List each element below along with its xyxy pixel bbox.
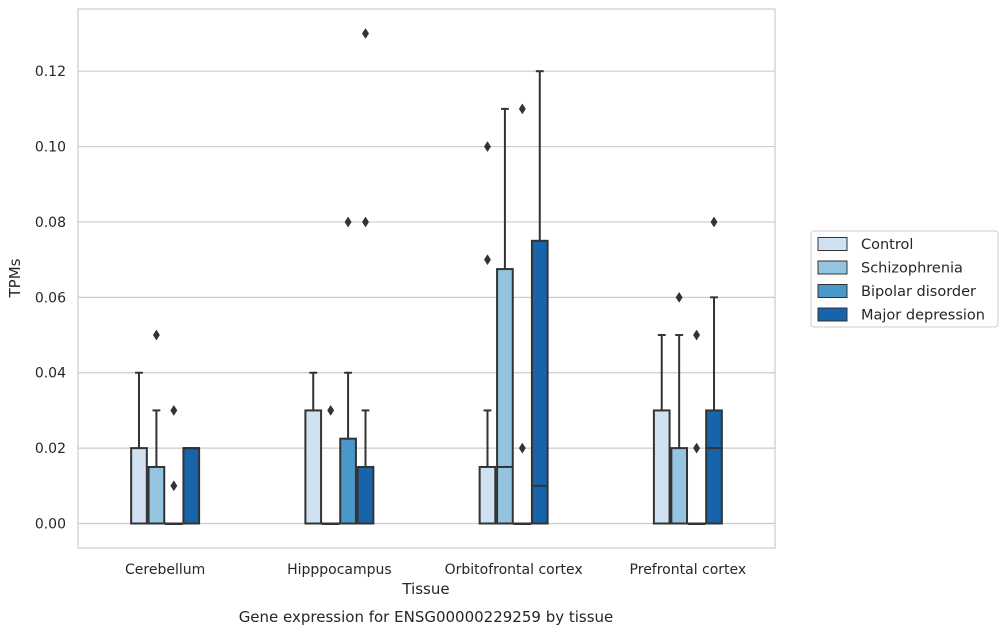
box-0-2 <box>478 141 497 525</box>
outlier-point <box>327 404 335 416</box>
legend-label: Bipolar disorder <box>861 284 976 300</box>
y-tick-labels: 0.00 0.02 0.04 0.06 0.08 0.10 0.12 <box>35 64 66 532</box>
box-0-1 <box>304 371 323 525</box>
outlier-point <box>483 254 491 266</box>
y-tick-label: 0.12 <box>35 64 66 80</box>
outlier-point <box>518 103 526 115</box>
x-tick-label: Prefrontal cortex <box>630 562 747 578</box>
box-2-2 <box>513 103 532 525</box>
box-0-3 <box>652 334 671 525</box>
outlier-point <box>675 291 683 303</box>
box-body <box>304 409 323 525</box>
legend-label: Major depression <box>861 308 985 324</box>
box-2-1 <box>339 216 357 525</box>
plot-frame <box>77 8 776 549</box>
y-tick-label: 0.08 <box>35 215 66 231</box>
box-body <box>147 465 166 525</box>
box-body <box>530 239 549 525</box>
box-3-2 <box>530 70 549 525</box>
legend-swatch <box>817 260 848 275</box>
box-3-3 <box>705 216 723 525</box>
y-tick-label: 0.04 <box>35 366 66 382</box>
y-tick-label: 0.06 <box>35 290 66 306</box>
box-body <box>356 465 375 525</box>
box-3-0 <box>182 447 201 525</box>
x-tick-labels: Cerebellum Hipppocampus Orbitofrontal cort… <box>125 562 746 578</box>
y-tick-label: 0.00 <box>35 517 66 533</box>
outlier-point <box>152 329 160 341</box>
outlier-point <box>170 480 178 492</box>
outlier-point <box>362 216 370 228</box>
box-body <box>130 447 148 525</box>
legend: Control Schizophrenia Bipolar disorder Majo… <box>810 230 999 328</box>
y-tick-label: 0.02 <box>35 441 66 457</box>
y-tick-label: 0.10 <box>35 140 66 156</box>
legend-frame <box>810 230 999 328</box>
x-tick-label: Cerebellum <box>125 562 205 578</box>
box-body <box>496 268 514 525</box>
box-2-0 <box>164 404 183 525</box>
box-body <box>478 465 497 525</box>
legend-label: Schizophrenia <box>861 261 963 277</box>
boxes <box>130 28 723 525</box>
legend-swatch <box>817 307 848 322</box>
outlier-point <box>710 216 718 228</box>
legend-swatch <box>817 284 848 298</box>
x-tick-label: Orbitofrontal cortex <box>445 562 583 578</box>
chart-caption: Gene expression for ENSG00000229259 by t… <box>239 608 614 626</box>
box-1-0 <box>147 329 166 525</box>
y-axis-label: TPMs <box>6 258 24 298</box>
box-body <box>182 447 201 525</box>
box-body <box>670 447 689 525</box>
outlier-point <box>344 216 352 228</box>
outlier-point <box>693 329 701 341</box>
box-0-0 <box>130 371 148 525</box>
outlier-point <box>483 141 491 153</box>
outlier-point <box>518 442 526 454</box>
box-1-1 <box>321 404 340 525</box>
box-body <box>339 437 357 525</box>
box-3-1 <box>356 28 375 525</box>
x-tick-label: Hipppocampus <box>287 562 392 578</box>
box-body <box>705 409 723 525</box>
outlier-point <box>170 404 178 416</box>
box-1-2 <box>496 107 514 525</box>
box-2-3 <box>687 329 706 525</box>
legend-label: Control <box>861 237 913 253</box>
box-1-3 <box>670 291 689 525</box>
box-body <box>652 409 671 525</box>
outlier-point <box>362 28 370 39</box>
x-axis-label: Tissue <box>401 580 449 598</box>
legend-swatch <box>817 237 848 251</box>
outlier-point <box>693 442 701 454</box>
